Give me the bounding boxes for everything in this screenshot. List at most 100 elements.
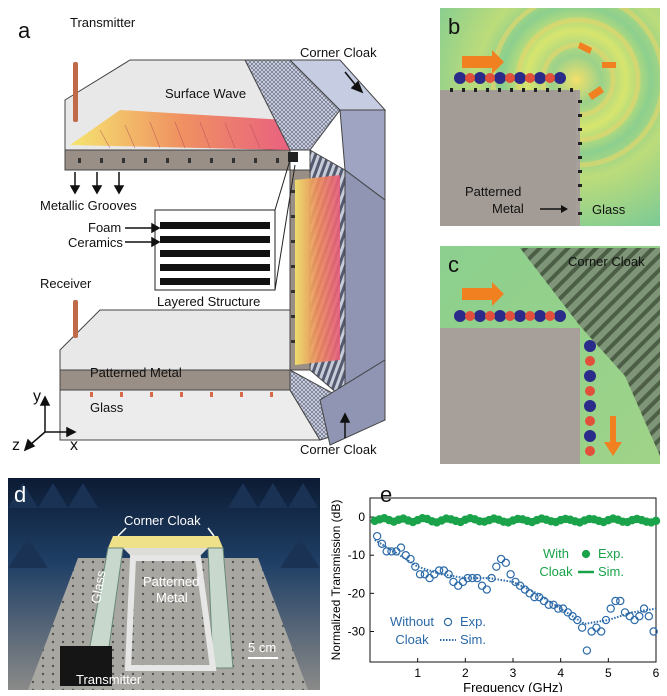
axis-z-label: z: [12, 437, 20, 454]
series-point-2: [492, 562, 501, 571]
transmission-chart: 1 2 3 4 5 6 0 -10 -20 -30 Frequency (GHz) Normalize…: [329, 497, 661, 692]
axis-y-label: y: [33, 388, 41, 405]
series-point-2: [544, 600, 553, 609]
panel-a-illustration: [23, 59, 387, 452]
glass-label-a: Glass: [90, 400, 124, 415]
legend-without-1: Without: [390, 614, 434, 629]
x-tick-label: 4: [557, 666, 564, 680]
series-point-2: [649, 627, 658, 636]
series-point-2: [611, 596, 620, 606]
series-point-2: [506, 570, 515, 579]
series-point-2: [515, 581, 525, 590]
series-point-2: [372, 531, 382, 541]
legend-with-exp-marker: [581, 549, 591, 559]
panel-d-photo: [8, 478, 320, 690]
surface-wave-label: Surface Wave: [165, 86, 247, 101]
legend-with-2: Cloak: [539, 564, 573, 579]
legend-without-sim: Sim.: [460, 632, 486, 647]
series-point-2: [573, 615, 582, 625]
panel-b-field-map: [440, 8, 660, 226]
y-tick-label: -10: [348, 548, 366, 562]
layered-structure-label: Layered Structure: [157, 294, 261, 309]
legend-without-exp: Exp.: [460, 614, 486, 629]
panel-letter-b: b: [448, 14, 461, 39]
series-point-2: [415, 570, 425, 579]
series-point-2: [596, 627, 606, 636]
scale-label: 5 cm: [248, 640, 277, 655]
x-tick-label: 6: [653, 666, 660, 680]
series-point-2: [582, 646, 592, 655]
metallic-grooves-label: Metallic Grooves: [40, 198, 137, 213]
panel-c: c Corner Cloak: [440, 246, 660, 464]
series-point-2: [439, 566, 449, 575]
patterned-label-d: Patterned: [143, 574, 200, 589]
series-point-2: [644, 612, 654, 621]
foam-label: Foam: [88, 220, 122, 235]
series-point-2: [377, 539, 387, 548]
series-point-2: [411, 562, 420, 571]
series-point-2: [616, 596, 625, 606]
series-point-2: [577, 623, 587, 632]
x-tick-label: 5: [605, 666, 612, 680]
x-tick-label: 2: [462, 666, 469, 680]
series-point-2: [496, 554, 506, 564]
x-axis-label: Frequency (GHz): [463, 680, 563, 692]
series-point-2: [587, 627, 596, 636]
series-point-2: [592, 623, 601, 632]
corner-cloak-label-d: Corner Cloak: [124, 513, 201, 528]
corner-cloak-top-label: Corner Cloak: [300, 45, 377, 60]
legend-with-exp: Exp.: [598, 546, 624, 561]
series-point-2: [501, 558, 511, 568]
y-tick-label: 0: [358, 510, 365, 524]
panel-letter-d: d: [14, 482, 27, 507]
panel-a: a Transmitter Corner Cloak Surface Wave …: [0, 0, 430, 470]
series-point-2: [387, 547, 396, 556]
patterned-label-b: Patterned: [465, 184, 522, 199]
series-point-2: [620, 608, 630, 617]
series-point-2: [554, 604, 563, 613]
legend-without-2: Cloak: [395, 632, 429, 647]
transmitter-label-d: Transmitter: [76, 672, 142, 687]
series-point-2: [539, 596, 549, 606]
series-point-2: [635, 612, 644, 621]
series-point-2: [520, 585, 530, 594]
series-point-2: [425, 573, 434, 583]
legend-without-exp-marker: [443, 617, 453, 627]
panel-b: b Patterned Metal Glass: [440, 8, 660, 226]
panel-c-field-map: [440, 246, 660, 464]
series-point-2: [630, 615, 639, 625]
legend-with-1: With: [543, 546, 569, 561]
receiver-label: Receiver: [40, 276, 92, 291]
panel-letter-e: e: [380, 482, 393, 507]
panel-letter-a: a: [18, 18, 31, 43]
panel-e: e 1 2 3 4 5 6 0 -10 -20 -30 Frequency (GHz) Normali…: [328, 478, 664, 692]
ceramics-label: Ceramics: [68, 235, 123, 250]
panel-letter-c: c: [448, 252, 459, 277]
y-tick-label: -30: [348, 624, 366, 638]
series-point-2: [477, 581, 487, 590]
series-point-2: [382, 547, 391, 556]
transmitter-label: Transmitter: [70, 15, 136, 30]
series-point-2: [530, 592, 539, 602]
glass-label-b: Glass: [592, 202, 626, 217]
y-tick-label: -20: [348, 586, 366, 600]
series-point-2: [420, 570, 430, 579]
series-point-2: [396, 543, 406, 552]
corner-cloak-label-c: Corner Cloak: [568, 254, 645, 269]
metal-label-b: Metal: [492, 201, 524, 216]
x-tick-label: 1: [414, 666, 421, 680]
y-axis-label: Normalized Transmission (dB): [329, 500, 343, 661]
series-point-2: [606, 604, 615, 613]
series-point-2: [430, 570, 439, 579]
series-point-2: [639, 604, 649, 613]
x-tick-label: 3: [510, 666, 517, 680]
corner-cloak-bottom-label: Corner Cloak: [300, 442, 377, 457]
patterned-metal-label: Patterned Metal: [90, 365, 182, 380]
axis-x-label: x: [70, 437, 78, 454]
series-line-3: [374, 539, 657, 625]
legend-with-sim: Sim.: [598, 564, 624, 579]
series-point-2: [449, 577, 458, 587]
series-point-2: [482, 585, 491, 594]
metal-label-d: Metal: [156, 590, 188, 605]
series-point-2: [458, 577, 468, 587]
